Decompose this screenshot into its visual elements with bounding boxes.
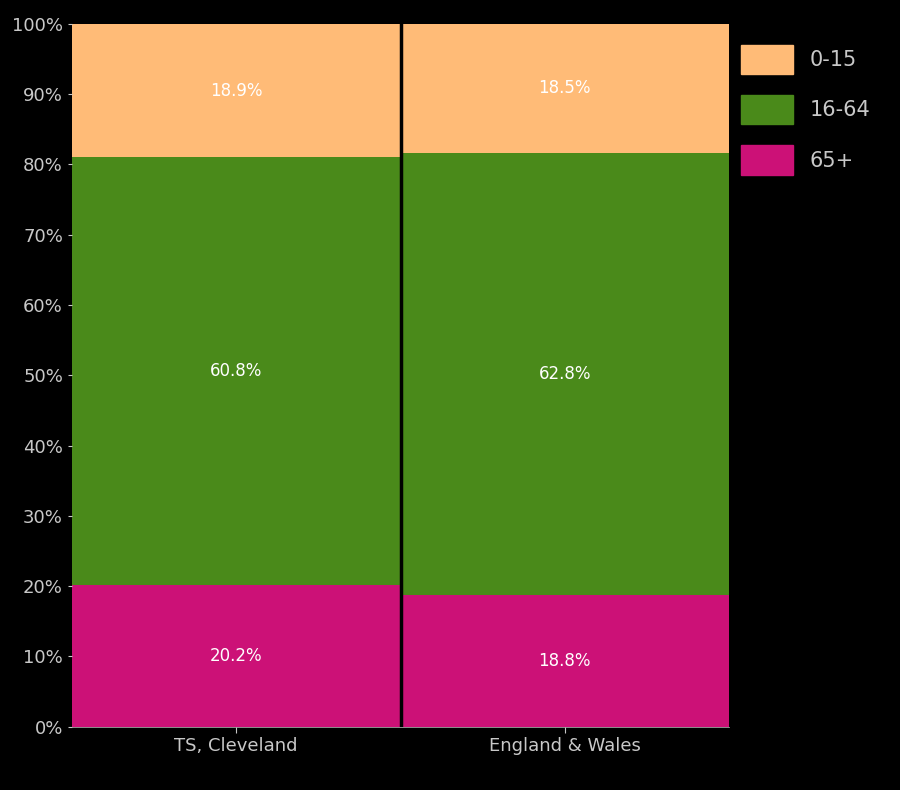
Text: 60.8%: 60.8% xyxy=(210,362,263,380)
Legend: 0-15, 16-64, 65+: 0-15, 16-64, 65+ xyxy=(730,34,880,185)
Text: 18.8%: 18.8% xyxy=(538,652,591,670)
Text: 18.9%: 18.9% xyxy=(210,82,263,100)
Text: 18.5%: 18.5% xyxy=(538,79,591,97)
Bar xyxy=(400,595,729,727)
Bar xyxy=(400,23,729,153)
Bar xyxy=(400,153,729,595)
Bar xyxy=(72,585,400,727)
Bar xyxy=(72,24,400,157)
Text: 20.2%: 20.2% xyxy=(210,647,263,665)
Bar xyxy=(72,157,400,585)
Text: 62.8%: 62.8% xyxy=(538,365,591,383)
